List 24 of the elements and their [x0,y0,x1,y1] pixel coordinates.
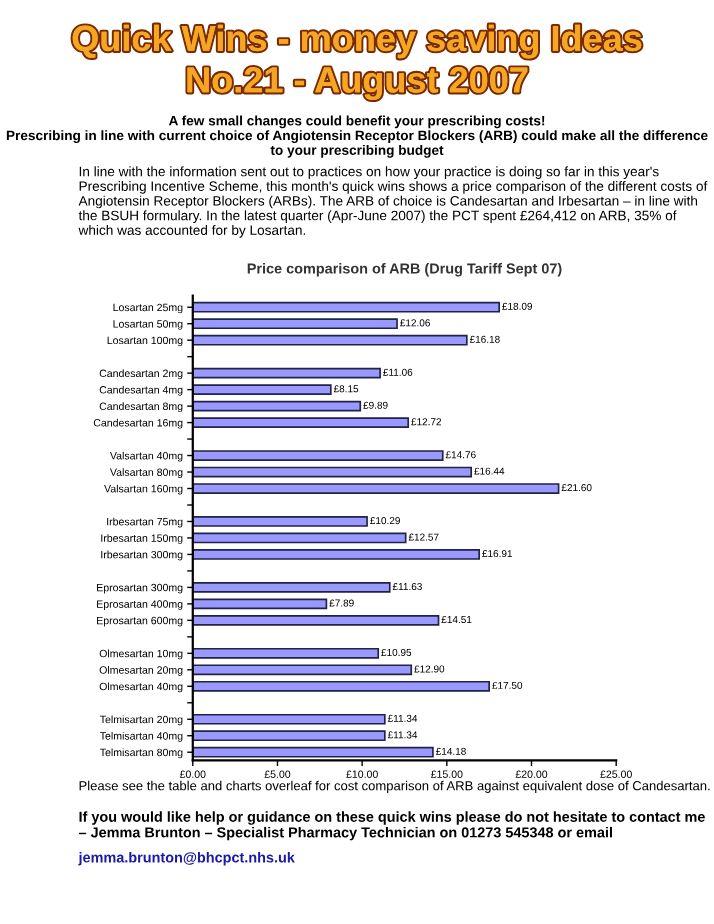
bar [192,400,362,412]
bar [192,367,381,379]
bar [192,549,481,560]
bar [192,450,444,461]
bar [192,384,332,395]
bar [192,598,328,610]
bar [192,647,380,659]
bar [192,466,473,478]
bar [192,713,386,725]
bar [192,680,490,692]
text: Quick Wins - money saving Ideas [72,24,642,59]
bar [192,334,468,346]
bar [192,614,440,626]
bar [192,664,413,676]
text: No.21 - August 2007 [187,67,528,100]
bar [192,532,407,544]
bar [192,516,368,527]
bar [192,417,410,428]
bar [192,301,500,313]
bar [192,483,560,494]
bar [192,318,398,330]
bar [192,730,386,742]
bar [192,582,391,593]
bar [192,746,434,758]
